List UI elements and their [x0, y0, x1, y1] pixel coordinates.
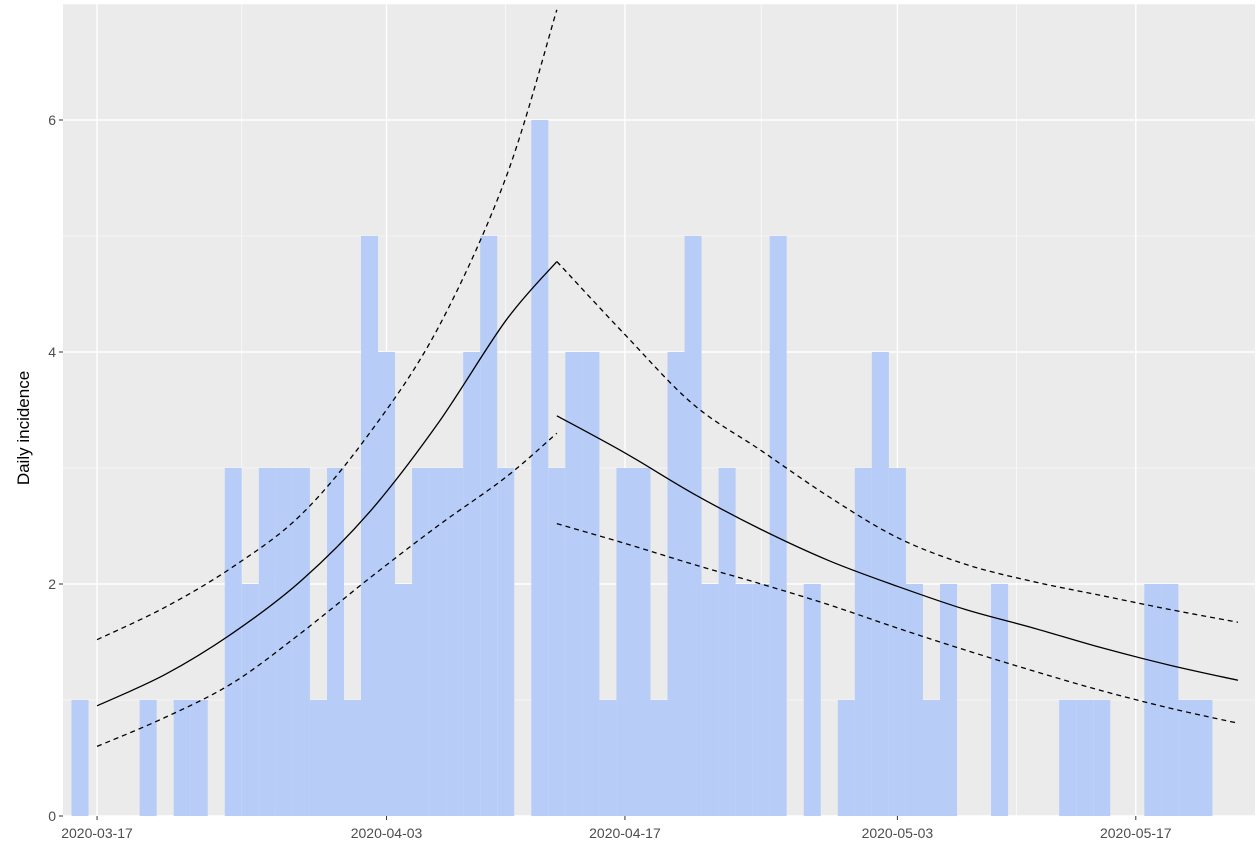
- incidence-bar: [803, 584, 821, 816]
- ci-dashed-line: [556, 261, 1239, 623]
- incidence-bar: [769, 236, 787, 816]
- incidence-bar: [922, 700, 940, 816]
- incidence-bar: [633, 468, 651, 816]
- incidence-bar: [139, 700, 157, 816]
- incidence-bar: [446, 468, 464, 816]
- incidence-bar: [292, 468, 310, 816]
- incidence-bar: [190, 700, 208, 816]
- incidence-bar: [463, 352, 481, 816]
- incidence-bar: [480, 236, 498, 816]
- incidence-bar: [1076, 700, 1094, 816]
- incidence-bar: [599, 700, 617, 816]
- incidence-bar: [548, 468, 566, 816]
- incidence-bar: [854, 468, 872, 816]
- incidence-bar: [412, 468, 430, 816]
- incidence-bar: [343, 700, 361, 816]
- fit-solid-line: [96, 261, 558, 707]
- y-tick-label: 0: [48, 808, 56, 824]
- incidence-bar: [871, 352, 889, 816]
- ci-dashed-line: [556, 523, 1239, 724]
- incidence-bar: [71, 700, 89, 816]
- incidence-bar: [650, 700, 668, 816]
- incidence-bar: [173, 700, 191, 816]
- incidence-bar: [565, 352, 583, 816]
- incidence-bar: [258, 468, 276, 816]
- incidence-bar: [1178, 700, 1196, 816]
- incidence-bar: [1093, 700, 1111, 816]
- incidence-bar: [684, 236, 702, 816]
- x-tick-label: 2020-05-03: [862, 825, 934, 841]
- incidence-bar: [939, 584, 957, 816]
- incidence-bar: [309, 700, 327, 816]
- ci-dashed-line: [96, 9, 558, 641]
- incidence-bar: [429, 468, 447, 816]
- minor-gridlines: [63, 3, 1255, 816]
- incidence-bar: [735, 584, 753, 816]
- incidence-bar: [361, 236, 379, 816]
- y-axis-title: Daily incidence: [14, 371, 33, 485]
- y-axis: 0 2 4 6: [48, 112, 63, 824]
- incidence-bar: [718, 468, 736, 816]
- ci-dashed-line: [96, 432, 558, 747]
- x-tick-label: 2020-03-17: [61, 825, 133, 841]
- incidence-bar: [378, 352, 396, 816]
- incidence-bar: [837, 700, 855, 816]
- y-tick-label: 2: [48, 576, 56, 592]
- x-tick-label: 2020-04-17: [589, 825, 661, 841]
- incidence-bar: [1195, 700, 1213, 816]
- incidence-bar: [241, 584, 259, 816]
- incidence-bar: [752, 584, 770, 816]
- incidence-bar: [616, 468, 634, 816]
- incidence-bar: [224, 468, 242, 816]
- y-tick-label: 6: [48, 112, 56, 128]
- incidence-bar: [1144, 584, 1162, 816]
- incidence-bars: [71, 120, 1213, 816]
- incidence-bar: [888, 468, 906, 816]
- fit-solid-line: [556, 415, 1239, 681]
- incidence-bar: [991, 584, 1009, 816]
- x-axis: 2020-03-17 2020-04-03 2020-04-17 2020-05-03…: [61, 816, 1172, 841]
- y-tick-label: 4: [48, 344, 56, 360]
- fit-lines: [96, 9, 1239, 747]
- incidence-bar: [1059, 700, 1077, 816]
- incidence-bar: [582, 352, 600, 816]
- incidence-bar: [395, 584, 413, 816]
- incidence-bar: [1161, 584, 1179, 816]
- incidence-bar: [701, 584, 719, 816]
- incidence-bar: [531, 120, 549, 816]
- x-tick-label: 2020-04-03: [351, 825, 423, 841]
- incidence-bar: [326, 468, 344, 816]
- incidence-bar: [667, 352, 685, 816]
- x-tick-label: 2020-05-17: [1100, 825, 1172, 841]
- incidence-bar: [497, 468, 515, 816]
- incidence-bar: [275, 468, 293, 816]
- incidence-bar: [905, 584, 923, 816]
